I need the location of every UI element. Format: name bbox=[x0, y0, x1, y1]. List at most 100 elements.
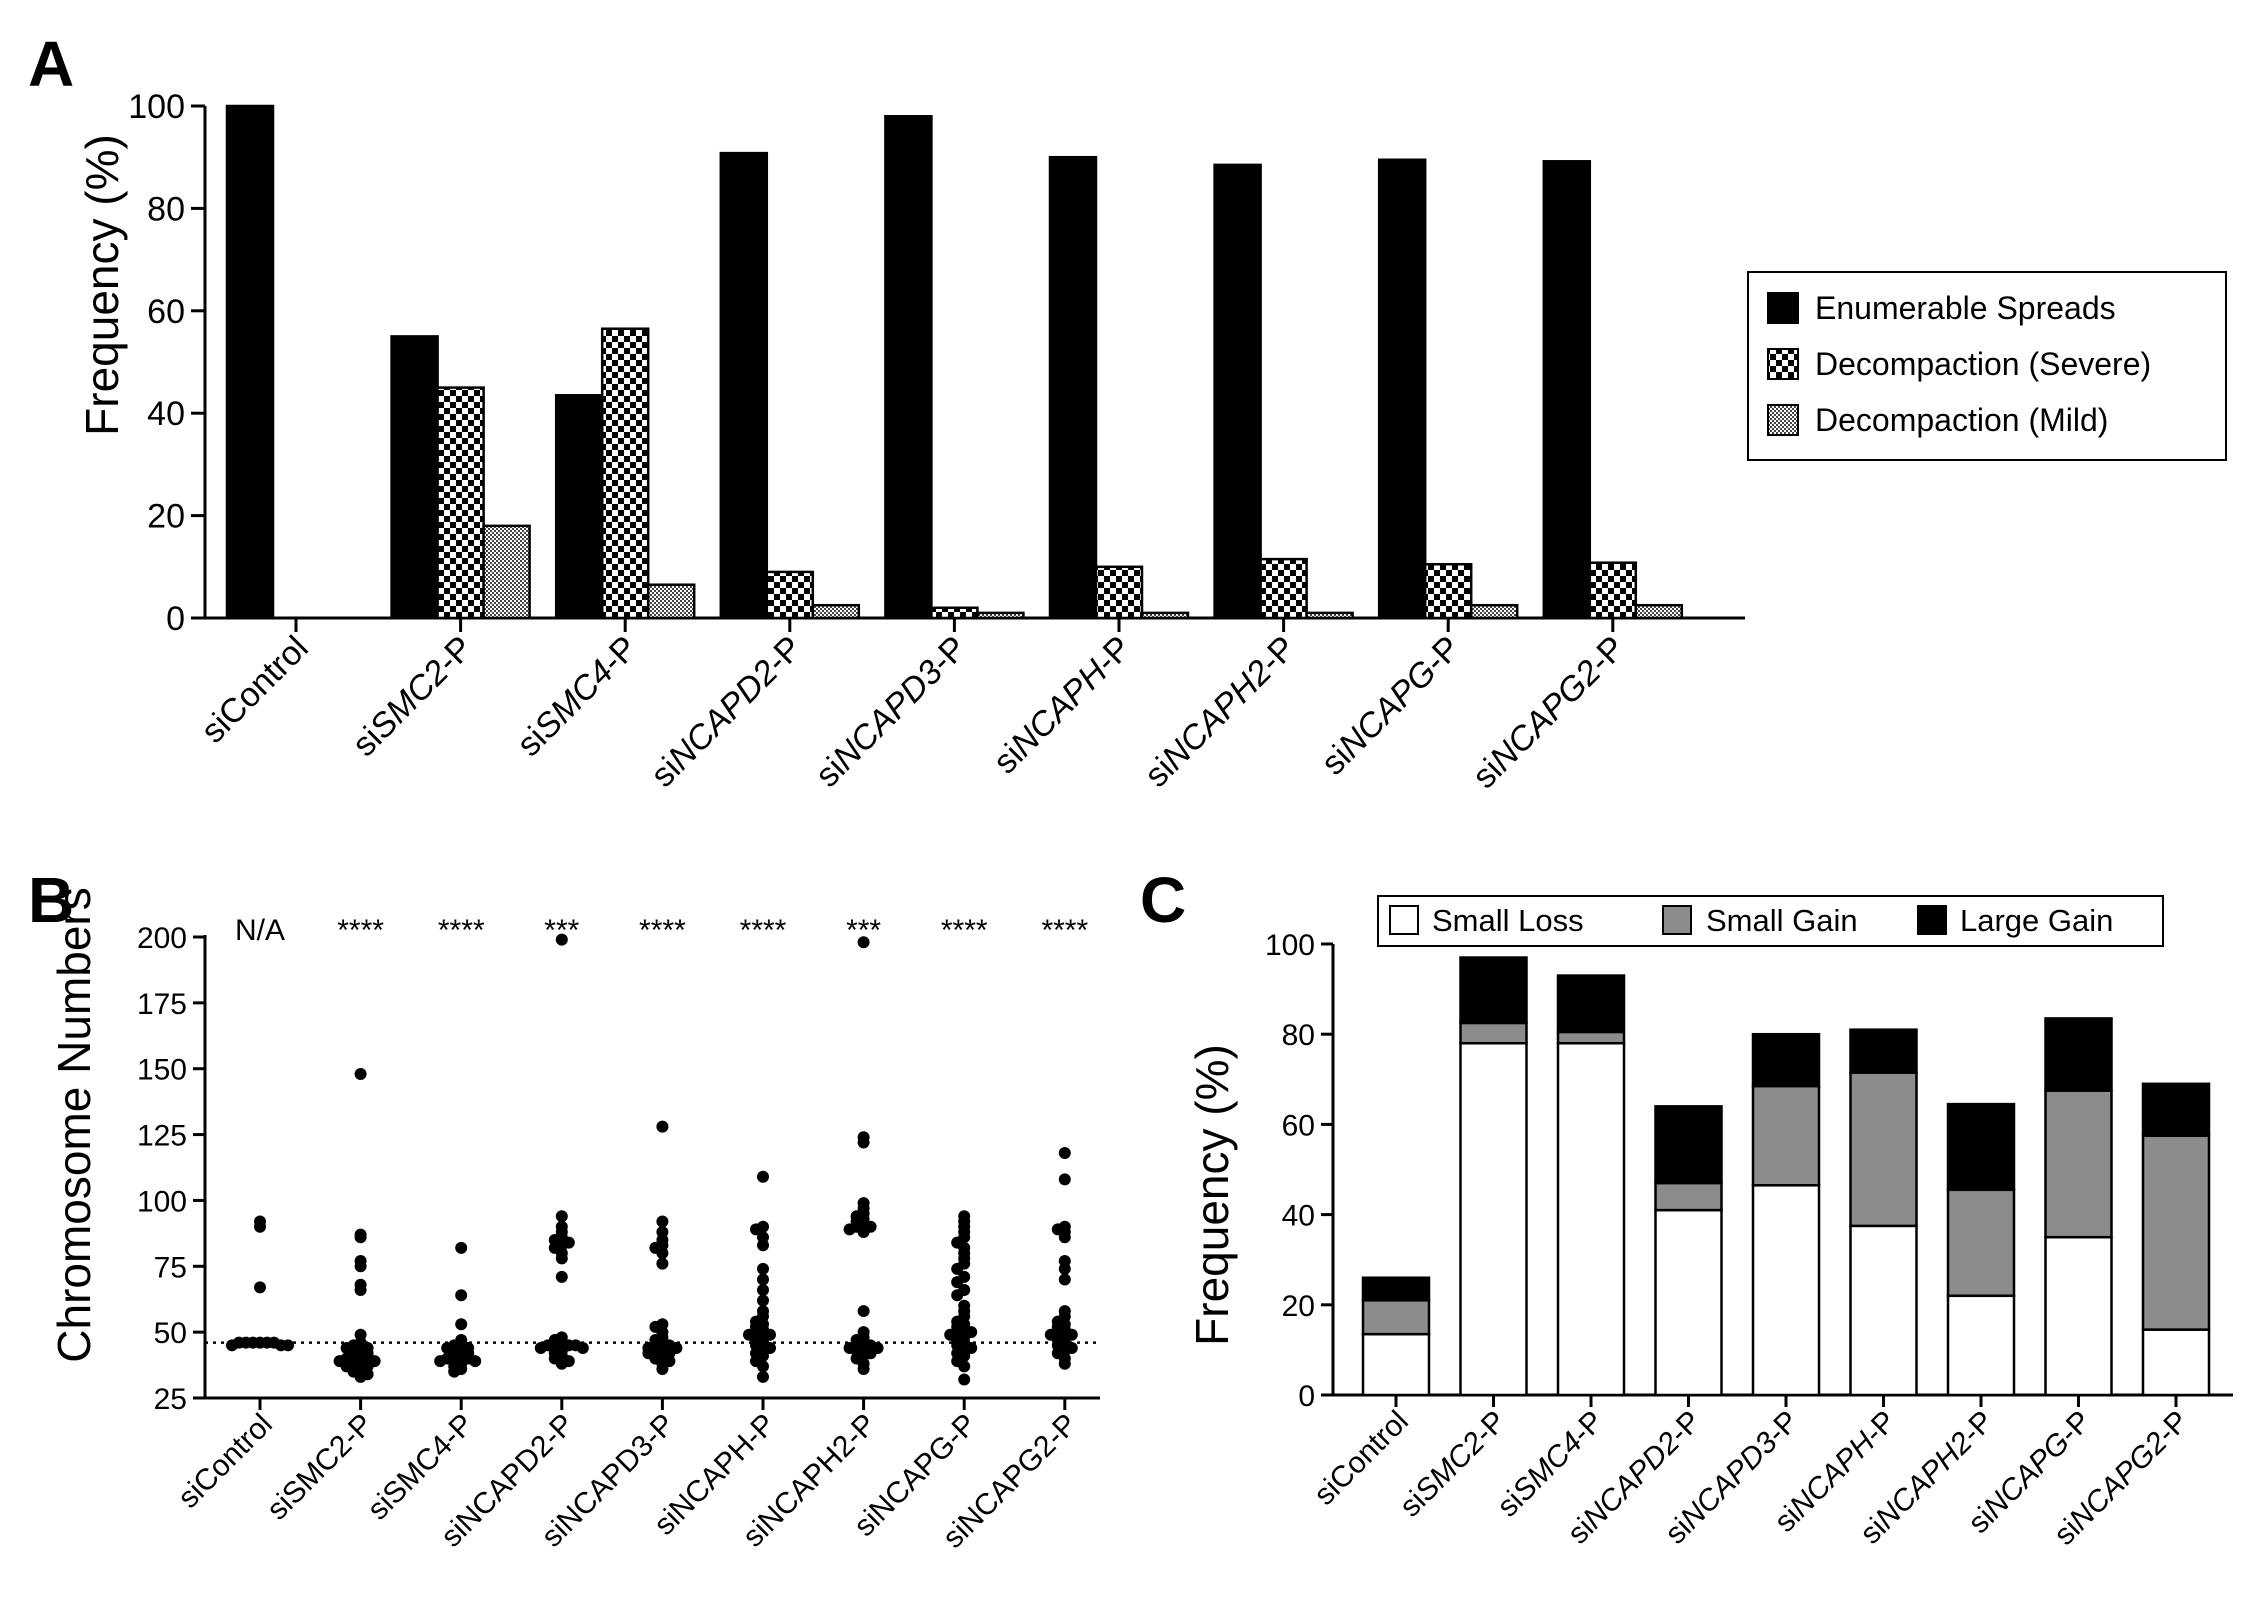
bar-a-sincapg-p-decompaction-mild bbox=[1469, 603, 1519, 620]
panel-c-y-tick-label: 80 bbox=[1282, 1019, 1315, 1052]
point-b-sincaph2-p bbox=[857, 936, 870, 949]
bar-c-sincapg-p-small-gain bbox=[2044, 1089, 2113, 1239]
bar-c-sincaph2-p-large-gain bbox=[1946, 1102, 2016, 1192]
point-b-sincapd2-p bbox=[555, 1357, 568, 1370]
point-b-sismc4-p bbox=[448, 1365, 461, 1378]
point-b-sincapg2-p bbox=[1058, 1147, 1071, 1160]
legend-box bbox=[1747, 271, 2227, 461]
panel-b-y-tick-label: 75 bbox=[154, 1251, 187, 1284]
point-b-sincapg2-p bbox=[1058, 1231, 1071, 1244]
bar-a-sincaph-p-decompaction-mild bbox=[1140, 611, 1190, 620]
bar-c-sicontrol-small-gain bbox=[1361, 1299, 1431, 1336]
bar-c-sicontrol-small-loss bbox=[1361, 1332, 1431, 1397]
legend-swatch-enumerable-spreads bbox=[1767, 292, 1799, 324]
point-b-sismc4-p bbox=[455, 1318, 468, 1331]
point-b-sicontrol bbox=[254, 1281, 266, 1294]
bar-a-sincapd2-p-enumerable-spreads bbox=[719, 151, 769, 620]
panel-b-y-tick-label: 125 bbox=[137, 1120, 187, 1153]
point-b-sincaph2-p bbox=[857, 1305, 870, 1318]
point-b-sincapg-p bbox=[958, 1373, 971, 1386]
bar-a-sincapd3-p-decompaction-severe bbox=[930, 606, 979, 620]
panel-a-x-label-sismc4-p: siSMC4-P bbox=[510, 629, 645, 764]
panel-a-x-label-sincapd2-p: siNCAPD2-P bbox=[644, 629, 810, 795]
panel-a-x-label-sicontrol: siControl bbox=[194, 629, 316, 751]
panel-b-y-tick-label: 150 bbox=[137, 1054, 187, 1087]
point-b-sincapg2-p bbox=[1058, 1173, 1071, 1186]
bar-c-sincapg-p-small-loss bbox=[2044, 1235, 2113, 1397]
bar-c-sincaph2-p-small-gain bbox=[1946, 1188, 2016, 1298]
legend-label-enumerable-spreads: Enumerable Spreads bbox=[1815, 290, 2116, 326]
panel-b-significance-sincaph-p: **** bbox=[740, 914, 787, 947]
bar-c-sincapd3-p-large-gain bbox=[1751, 1032, 1821, 1088]
legend-label-large-gain: Large Gain bbox=[1960, 903, 2113, 938]
point-b-sincapd2-p bbox=[555, 1270, 568, 1283]
panel-c-y-tick-label: 0 bbox=[1298, 1380, 1315, 1413]
point-b-sincapd2-p bbox=[576, 1341, 589, 1354]
point-b-sincaph-p bbox=[757, 1360, 769, 1373]
bar-a-sismc2-p-decompaction-mild bbox=[482, 524, 531, 620]
bar-c-sismc4-p-small-gain bbox=[1556, 1030, 1626, 1045]
bar-a-sismc2-p-enumerable-spreads bbox=[390, 335, 439, 620]
point-b-sincapd2-p bbox=[555, 933, 568, 946]
point-b-sincaph2-p bbox=[857, 1363, 870, 1376]
bar-c-sismc4-p-small-loss bbox=[1556, 1041, 1626, 1397]
bar-c-sincapg2-p-small-loss bbox=[2141, 1328, 2211, 1397]
panel-a-x-label-sincaph-p: siNCAPH-P bbox=[986, 629, 1138, 781]
point-b-sismc4-p bbox=[455, 1241, 468, 1254]
panel-b-significance-sismc4-p: **** bbox=[438, 914, 485, 947]
bar-c-sincaph-p-large-gain bbox=[1849, 1028, 1918, 1074]
panel-a-y-tick-label: 40 bbox=[147, 395, 185, 433]
bar-c-sincapd2-p-small-loss bbox=[1654, 1208, 1723, 1397]
panel-c-y-tick-label: 20 bbox=[1282, 1290, 1315, 1323]
panel-b-y-tick-label: 25 bbox=[154, 1383, 187, 1416]
panel-a-y-tick-label: 20 bbox=[147, 498, 185, 536]
legend-label-decompaction-mild: Decompaction (Mild) bbox=[1815, 402, 2108, 438]
bar-c-sicontrol-large-gain bbox=[1361, 1276, 1431, 1302]
point-b-sincapd3-p bbox=[656, 1257, 669, 1270]
panel-b-y-axis-title: Chromosome Numbers bbox=[48, 887, 100, 1362]
point-b-sicontrol bbox=[254, 1220, 266, 1233]
legend-swatch-decompaction-mild bbox=[1767, 404, 1799, 436]
bar-a-sincapg-p-enumerable-spreads bbox=[1377, 158, 1427, 620]
bar-c-sismc2-p-small-gain bbox=[1459, 1021, 1528, 1045]
bar-a-sismc4-p-decompaction-severe bbox=[600, 327, 650, 620]
legend-swatch-large-gain bbox=[1917, 905, 1947, 935]
panel-b-chart: 25 50 75 100 125 150 175 200 siControl N/A siSMC2-… bbox=[137, 914, 1100, 1555]
panel-b-significance-sincaph2-p: *** bbox=[846, 914, 881, 947]
point-b-sincaph-p bbox=[757, 1283, 769, 1296]
point-b-sincaph2-p bbox=[843, 1223, 856, 1236]
bar-a-sincapg-p-decompaction-severe bbox=[1423, 562, 1473, 620]
bar-a-sincapd3-p-enumerable-spreads bbox=[884, 114, 933, 620]
bar-a-sincapd2-p-decompaction-severe bbox=[765, 570, 815, 620]
panel-b-significance-sincapd3-p: **** bbox=[639, 914, 686, 947]
panel-label-a: A bbox=[28, 28, 74, 100]
panel-a-y-tick-label: 100 bbox=[128, 88, 185, 126]
legend-swatch-small-gain bbox=[1662, 905, 1692, 935]
panel-b-significance-sismc2-p: **** bbox=[337, 914, 384, 947]
bar-a-sincaph2-p-enumerable-spreads bbox=[1213, 163, 1262, 620]
panel-b-y-tick-label: 50 bbox=[154, 1317, 187, 1350]
point-b-sincapg-p bbox=[951, 1262, 964, 1275]
point-b-sincapg-p bbox=[951, 1289, 964, 1302]
point-b-sincaph-p bbox=[757, 1262, 769, 1275]
point-b-sincaph-p bbox=[757, 1294, 769, 1307]
point-b-sismc2-p bbox=[354, 1278, 367, 1291]
point-b-sincaph-p bbox=[757, 1170, 769, 1183]
point-b-sincaph2-p bbox=[857, 1136, 870, 1149]
bar-c-sincapd2-p-small-gain bbox=[1654, 1181, 1723, 1212]
point-b-sincaph2-p bbox=[857, 1226, 870, 1239]
panel-c-y-tick-label: 100 bbox=[1265, 929, 1315, 962]
point-b-sicontrol bbox=[226, 1339, 238, 1352]
point-b-sincapd2-p bbox=[555, 1252, 568, 1265]
panel-c-legend: Small Loss Small Gain Large Gain bbox=[1377, 895, 2164, 947]
legend-box bbox=[1377, 895, 2164, 947]
panel-label-b: B bbox=[28, 864, 74, 936]
bar-a-sincaph2-p-decompaction-severe bbox=[1259, 557, 1308, 620]
point-b-sismc2-p bbox=[354, 1370, 367, 1383]
point-b-sismc2-p bbox=[354, 1067, 367, 1080]
bar-a-sincapg2-p-enumerable-spreads bbox=[1542, 160, 1592, 620]
panel-b-y-tick-label: 175 bbox=[137, 988, 187, 1021]
panel-c-y-tick-label: 60 bbox=[1282, 1109, 1315, 1142]
panel-a-y-tick-label: 60 bbox=[147, 293, 185, 331]
